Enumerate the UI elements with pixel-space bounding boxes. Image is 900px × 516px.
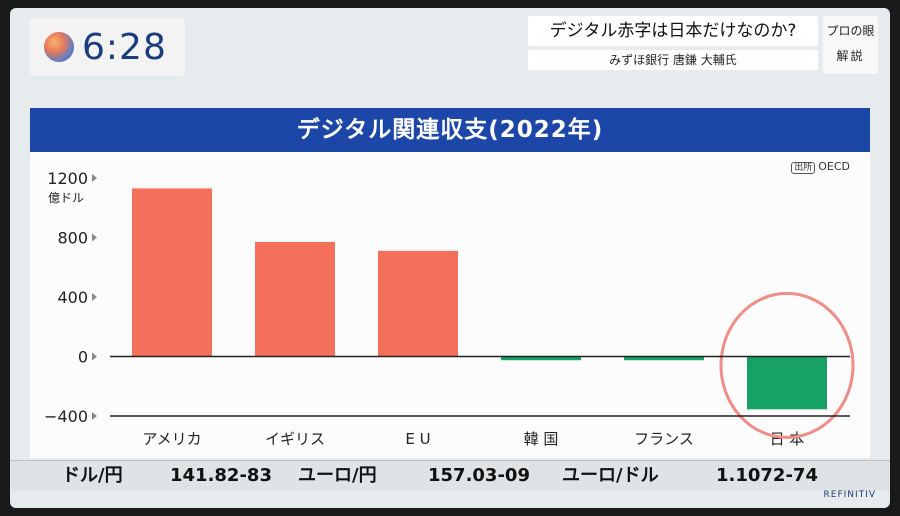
y-axis-unit: 億ドル <box>48 191 84 205</box>
y-tick-marker <box>92 233 97 242</box>
bar <box>624 356 704 361</box>
ticker-label-usdjpy: ドル/円 <box>62 465 123 486</box>
chart-title: デジタル関連収支(2022年) <box>30 108 870 152</box>
ticker-value-eurusd: 1.1072-74 <box>716 465 818 486</box>
badge-line1: プロの眼 <box>826 24 875 38</box>
x-tick-label: 韓 国 <box>524 430 559 448</box>
y-tick-label: 1200 <box>47 169 88 188</box>
x-tick-label: アメリカ <box>142 430 201 448</box>
bar <box>132 188 212 357</box>
y-tick-label: −400 <box>44 407 88 426</box>
fx-ticker: ドル/円 141.82-83 ユーロ/円 157.03-09 ユーロ/ドル 1.… <box>10 460 890 491</box>
ticker-label-eurusd: ユーロ/ドル <box>562 465 659 486</box>
source-name: OECD <box>818 160 850 173</box>
y-tick-marker <box>92 174 97 182</box>
segment-badge: プロの眼 解説 <box>823 16 878 74</box>
x-tick-label: 日 本 <box>770 430 805 448</box>
x-tick-label: イギリス <box>265 430 325 448</box>
ticker-value-eurjpy: 157.03-09 <box>428 465 530 486</box>
ticker-label-eurjpy: ユーロ/円 <box>298 465 377 486</box>
x-tick-label: フランス <box>634 430 694 448</box>
topic-box: デジタル赤字は日本だけなのか? みずほ銀行 唐鎌 大輔氏 <box>528 16 818 74</box>
source-note: 出所 OECD <box>791 160 850 174</box>
clock-time: 6:28 <box>82 26 167 68</box>
y-tick-marker <box>92 293 97 301</box>
provider-logo: REFINITIV <box>823 490 876 500</box>
y-tick-label: 800 <box>57 229 88 248</box>
source-tag: 出所 <box>791 162 816 174</box>
topic-subtitle: みずほ銀行 唐鎌 大輔氏 <box>528 50 818 70</box>
bar <box>255 241 335 357</box>
y-tick-label: 0 <box>78 348 88 367</box>
x-tick-label: E U <box>405 430 430 448</box>
y-tick-label: 400 <box>57 288 88 307</box>
globe-icon <box>44 32 74 62</box>
bar <box>378 250 458 357</box>
chart-panel: デジタル関連収支(2022年) 出所 OECD 1200 800 400 0 −400 億ド… <box>30 108 870 458</box>
highlight-circle <box>719 291 855 439</box>
badge-line2: 解説 <box>836 49 865 63</box>
topic-title: デジタル赤字は日本だけなのか? <box>528 16 818 46</box>
y-tick-marker <box>92 352 97 361</box>
y-tick-marker <box>92 412 97 420</box>
bar <box>747 356 827 410</box>
tv-screen: 6:28 デジタル赤字は日本だけなのか? みずほ銀行 唐鎌 大輔氏 プロの眼 解… <box>10 8 890 508</box>
bar <box>501 356 581 361</box>
clock-box: 6:28 <box>30 18 185 76</box>
ticker-value-usdjpy: 141.82-83 <box>170 465 272 486</box>
